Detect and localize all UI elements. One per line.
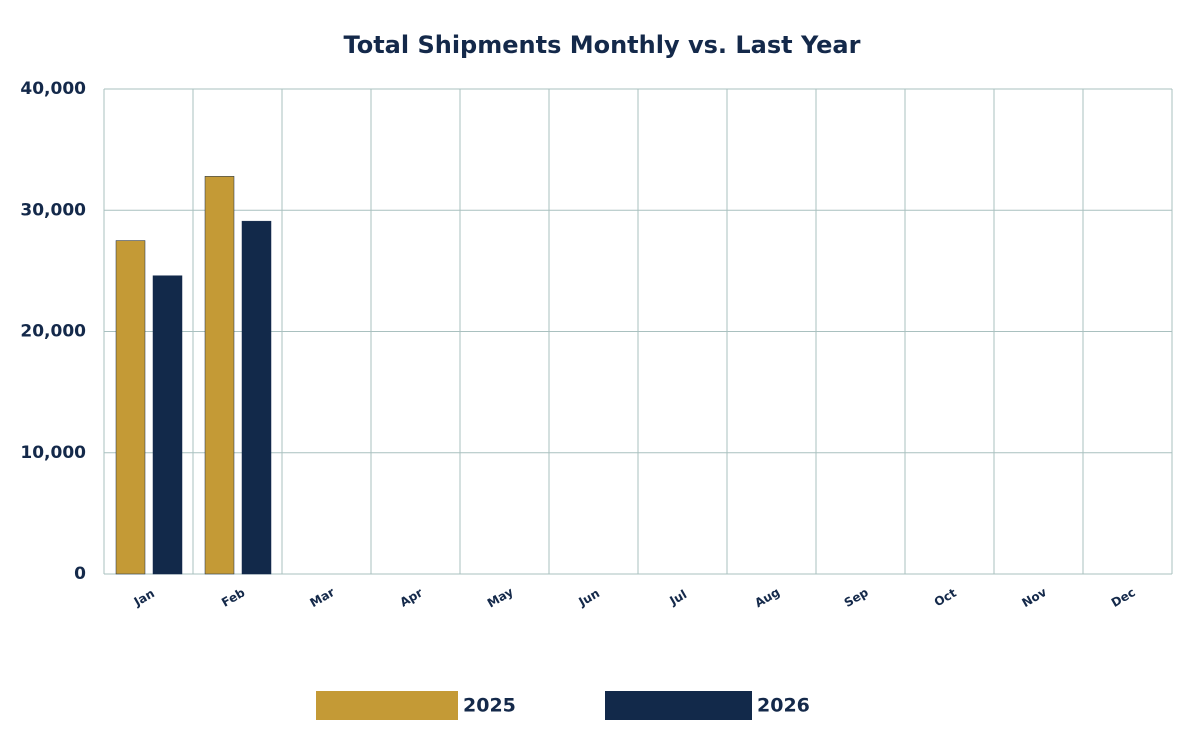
- y-tick-label: 10,000: [20, 443, 86, 463]
- legend-swatch: [605, 691, 752, 720]
- x-tick-label: Nov: [1019, 585, 1049, 610]
- x-tick-label: May: [485, 585, 516, 611]
- y-tick-label: 40,000: [20, 79, 86, 99]
- x-tick-label: Apr: [397, 586, 425, 610]
- x-tick-label: Sep: [842, 585, 871, 610]
- x-tick-label: Jul: [666, 587, 689, 608]
- legend-swatch: [316, 691, 458, 720]
- y-tick-label: 30,000: [20, 200, 86, 220]
- x-tick-label: Jan: [131, 586, 157, 609]
- x-tick-label: Mar: [308, 585, 338, 610]
- y-tick-label: 20,000: [20, 322, 86, 342]
- x-tick-label: Aug: [752, 585, 782, 610]
- legend-label: 2026: [757, 695, 810, 717]
- y-tick-label: 0: [74, 564, 86, 584]
- bar: [115, 240, 146, 575]
- bar: [152, 275, 183, 575]
- legend-label: 2025: [463, 695, 516, 717]
- x-tick-label: Dec: [1109, 585, 1138, 610]
- x-tick-label: Oct: [932, 586, 959, 610]
- x-tick-label: Feb: [219, 585, 248, 610]
- chart-title: Total Shipments Monthly vs. Last Year: [344, 31, 861, 59]
- bar: [204, 176, 235, 575]
- bar: [241, 220, 272, 575]
- x-tick-label: Jun: [576, 586, 603, 609]
